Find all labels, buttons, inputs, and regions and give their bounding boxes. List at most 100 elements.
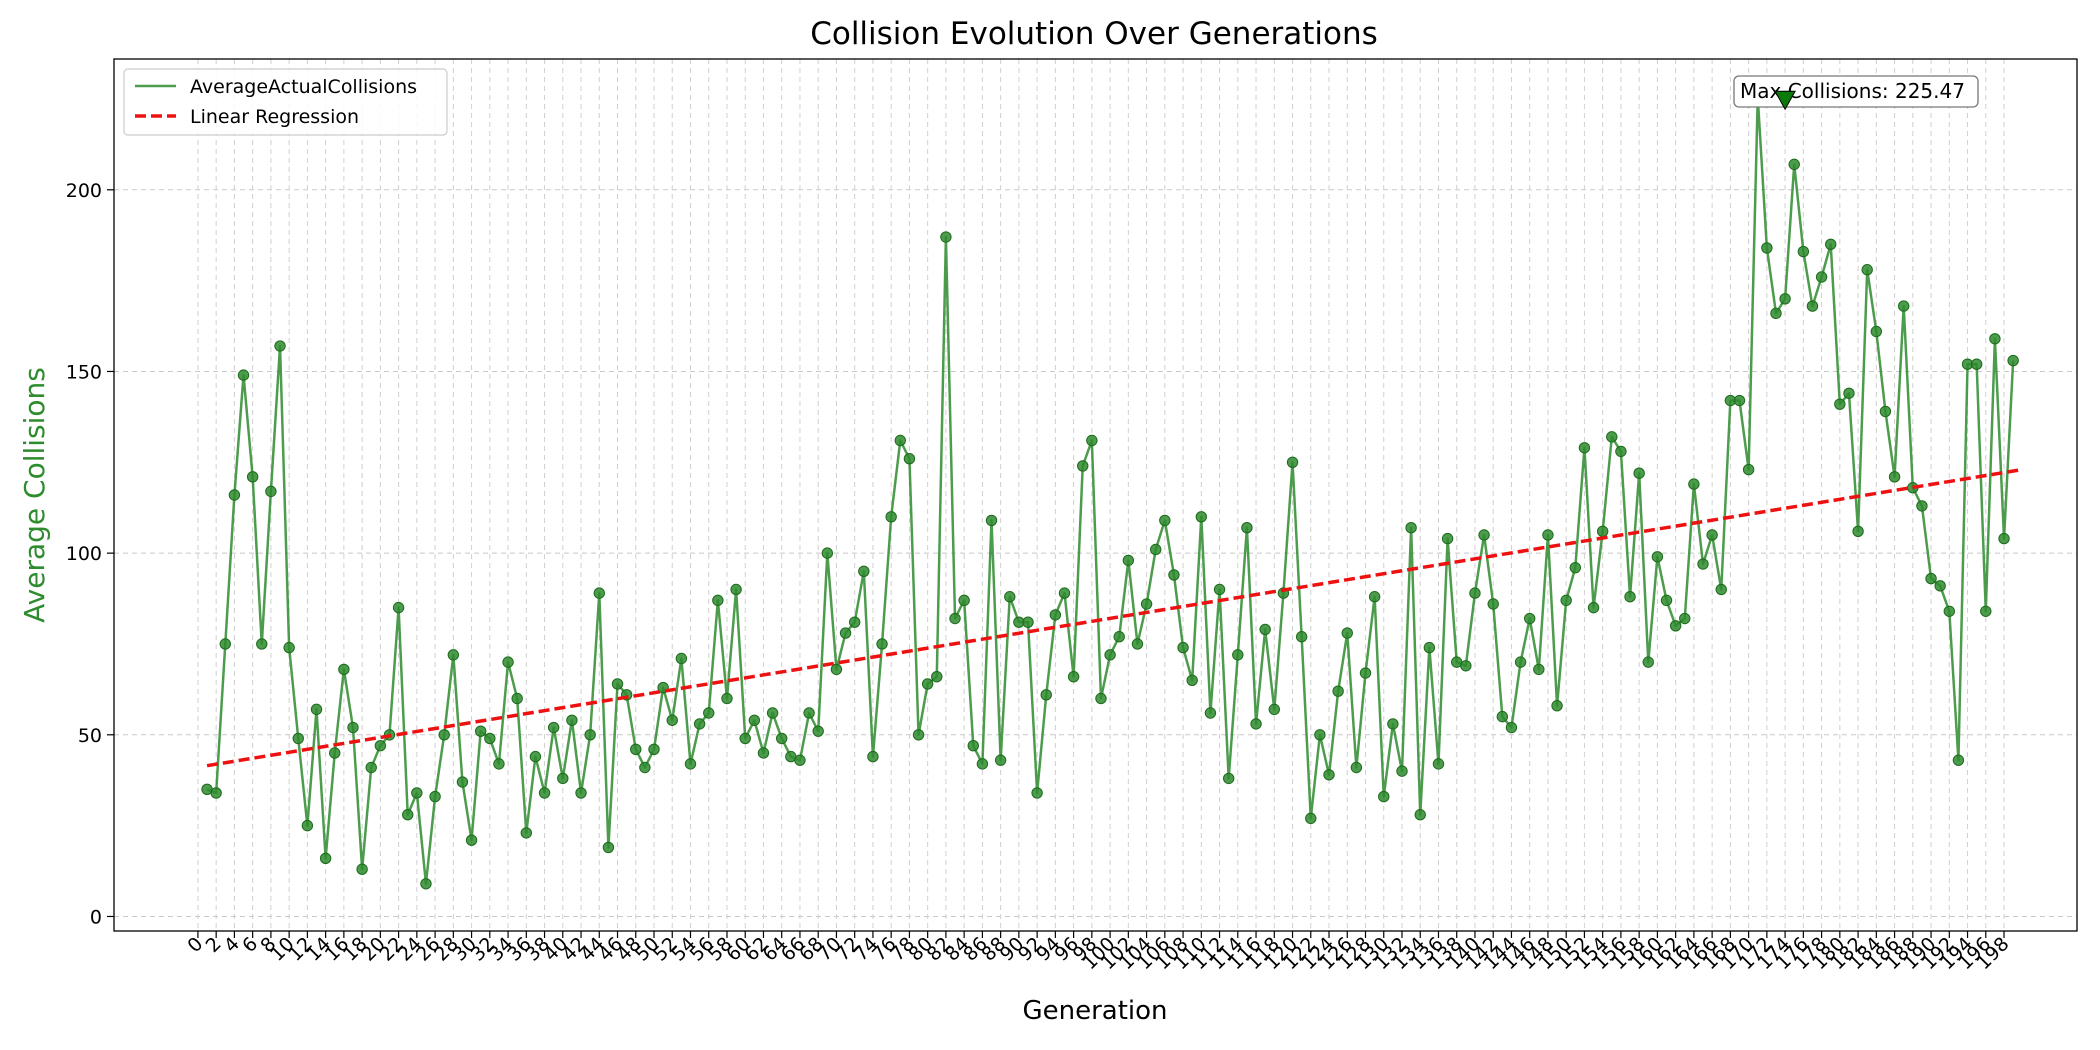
data-point (1441, 532, 1454, 545)
y-tick-label: 200 (66, 180, 102, 202)
data-point (1578, 442, 1591, 454)
data-point (420, 878, 432, 890)
data-point (1405, 522, 1417, 534)
data-point (648, 743, 660, 756)
data-point (1460, 660, 1472, 672)
data-point (593, 587, 605, 599)
data-point (1596, 525, 1609, 538)
data-point (739, 732, 751, 745)
data-point (1186, 674, 1198, 686)
data-point (1834, 398, 1846, 410)
data-point (1843, 387, 1855, 399)
data-point (1952, 754, 1965, 766)
data-point (566, 714, 578, 726)
data-point (493, 758, 505, 770)
data-point (858, 565, 870, 577)
data-point (1551, 700, 1563, 712)
data-point (885, 511, 897, 523)
data-point (1825, 238, 1837, 251)
max-collisions-annotation: Max Collisions: 225.47 (1733, 75, 1979, 111)
data-point (611, 678, 624, 690)
data-point (1122, 554, 1135, 567)
data-point (411, 787, 423, 799)
data-point (520, 827, 532, 839)
data-point (1332, 685, 1344, 697)
data-point (511, 692, 523, 705)
data-point (2007, 354, 2019, 367)
data-point (1806, 300, 1819, 312)
data-point (1423, 641, 1436, 654)
chart-title: Collision Evolution Over Generations (810, 16, 1378, 52)
data-point (1688, 478, 1700, 490)
data-point (392, 601, 405, 614)
data-point (812, 725, 824, 737)
data-point (1770, 307, 1782, 320)
data-point (985, 514, 998, 527)
data-point (675, 652, 688, 665)
data-point (994, 754, 1007, 766)
data-point (1879, 405, 1892, 418)
data-point (1478, 529, 1490, 541)
data-point (693, 718, 706, 730)
data-point (319, 852, 332, 865)
data-point (1669, 620, 1682, 632)
data-point (1989, 333, 2001, 345)
data-point (1916, 500, 1928, 512)
data-point (848, 616, 861, 628)
data-point (1159, 514, 1171, 527)
data-point (1815, 271, 1828, 283)
data-point (1797, 245, 1810, 258)
data-point (438, 729, 450, 741)
data-point (958, 594, 970, 607)
data-point (474, 725, 487, 737)
data-point (210, 787, 222, 799)
data-point (1533, 663, 1545, 676)
data-point (1286, 456, 1299, 468)
plot-frame (113, 58, 2078, 932)
data-point (219, 638, 231, 650)
data-point (1359, 667, 1372, 679)
data-point (1177, 641, 1189, 654)
data-point (1934, 580, 1946, 592)
data-point (1980, 605, 1992, 617)
data-point (1204, 707, 1217, 719)
data-point (1086, 434, 1098, 447)
data-point (839, 627, 852, 639)
data-point (703, 707, 715, 719)
data-point (447, 649, 460, 661)
data-point (1852, 525, 1864, 538)
data-point (465, 834, 478, 846)
data-point (265, 485, 277, 498)
data-point (1469, 587, 1481, 599)
data-point (1077, 460, 1089, 472)
data-point (912, 729, 925, 741)
data-point (1524, 612, 1536, 625)
data-point (1925, 572, 1937, 585)
y-tick-label: 0 (90, 906, 102, 928)
data-point (1268, 703, 1280, 716)
data-point (329, 747, 341, 759)
data-point (1168, 569, 1180, 581)
data-point (1779, 293, 1791, 305)
data-point (921, 678, 934, 690)
data-point (1733, 394, 1746, 407)
data-point (1496, 710, 1509, 723)
data-point (1004, 591, 1016, 603)
data-point (1606, 431, 1618, 443)
data-point (748, 714, 761, 726)
data-point (867, 750, 879, 763)
data-point (429, 790, 441, 803)
regression-line (206, 467, 2023, 768)
data-point (1569, 561, 1582, 574)
data-point (1615, 445, 1627, 458)
data-point (1998, 532, 2010, 545)
data-point (1095, 692, 1107, 705)
data-point (1560, 594, 1572, 607)
data-point (1761, 242, 1773, 254)
data-point (602, 841, 615, 854)
x-axis-label: Generation (1022, 996, 1167, 1026)
data-point (931, 670, 943, 683)
data-point (666, 714, 678, 726)
data-point (1305, 812, 1317, 825)
y-axis-label: Average Collisions (18, 367, 51, 623)
